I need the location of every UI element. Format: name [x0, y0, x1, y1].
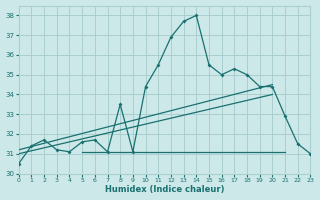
- X-axis label: Humidex (Indice chaleur): Humidex (Indice chaleur): [105, 185, 224, 194]
